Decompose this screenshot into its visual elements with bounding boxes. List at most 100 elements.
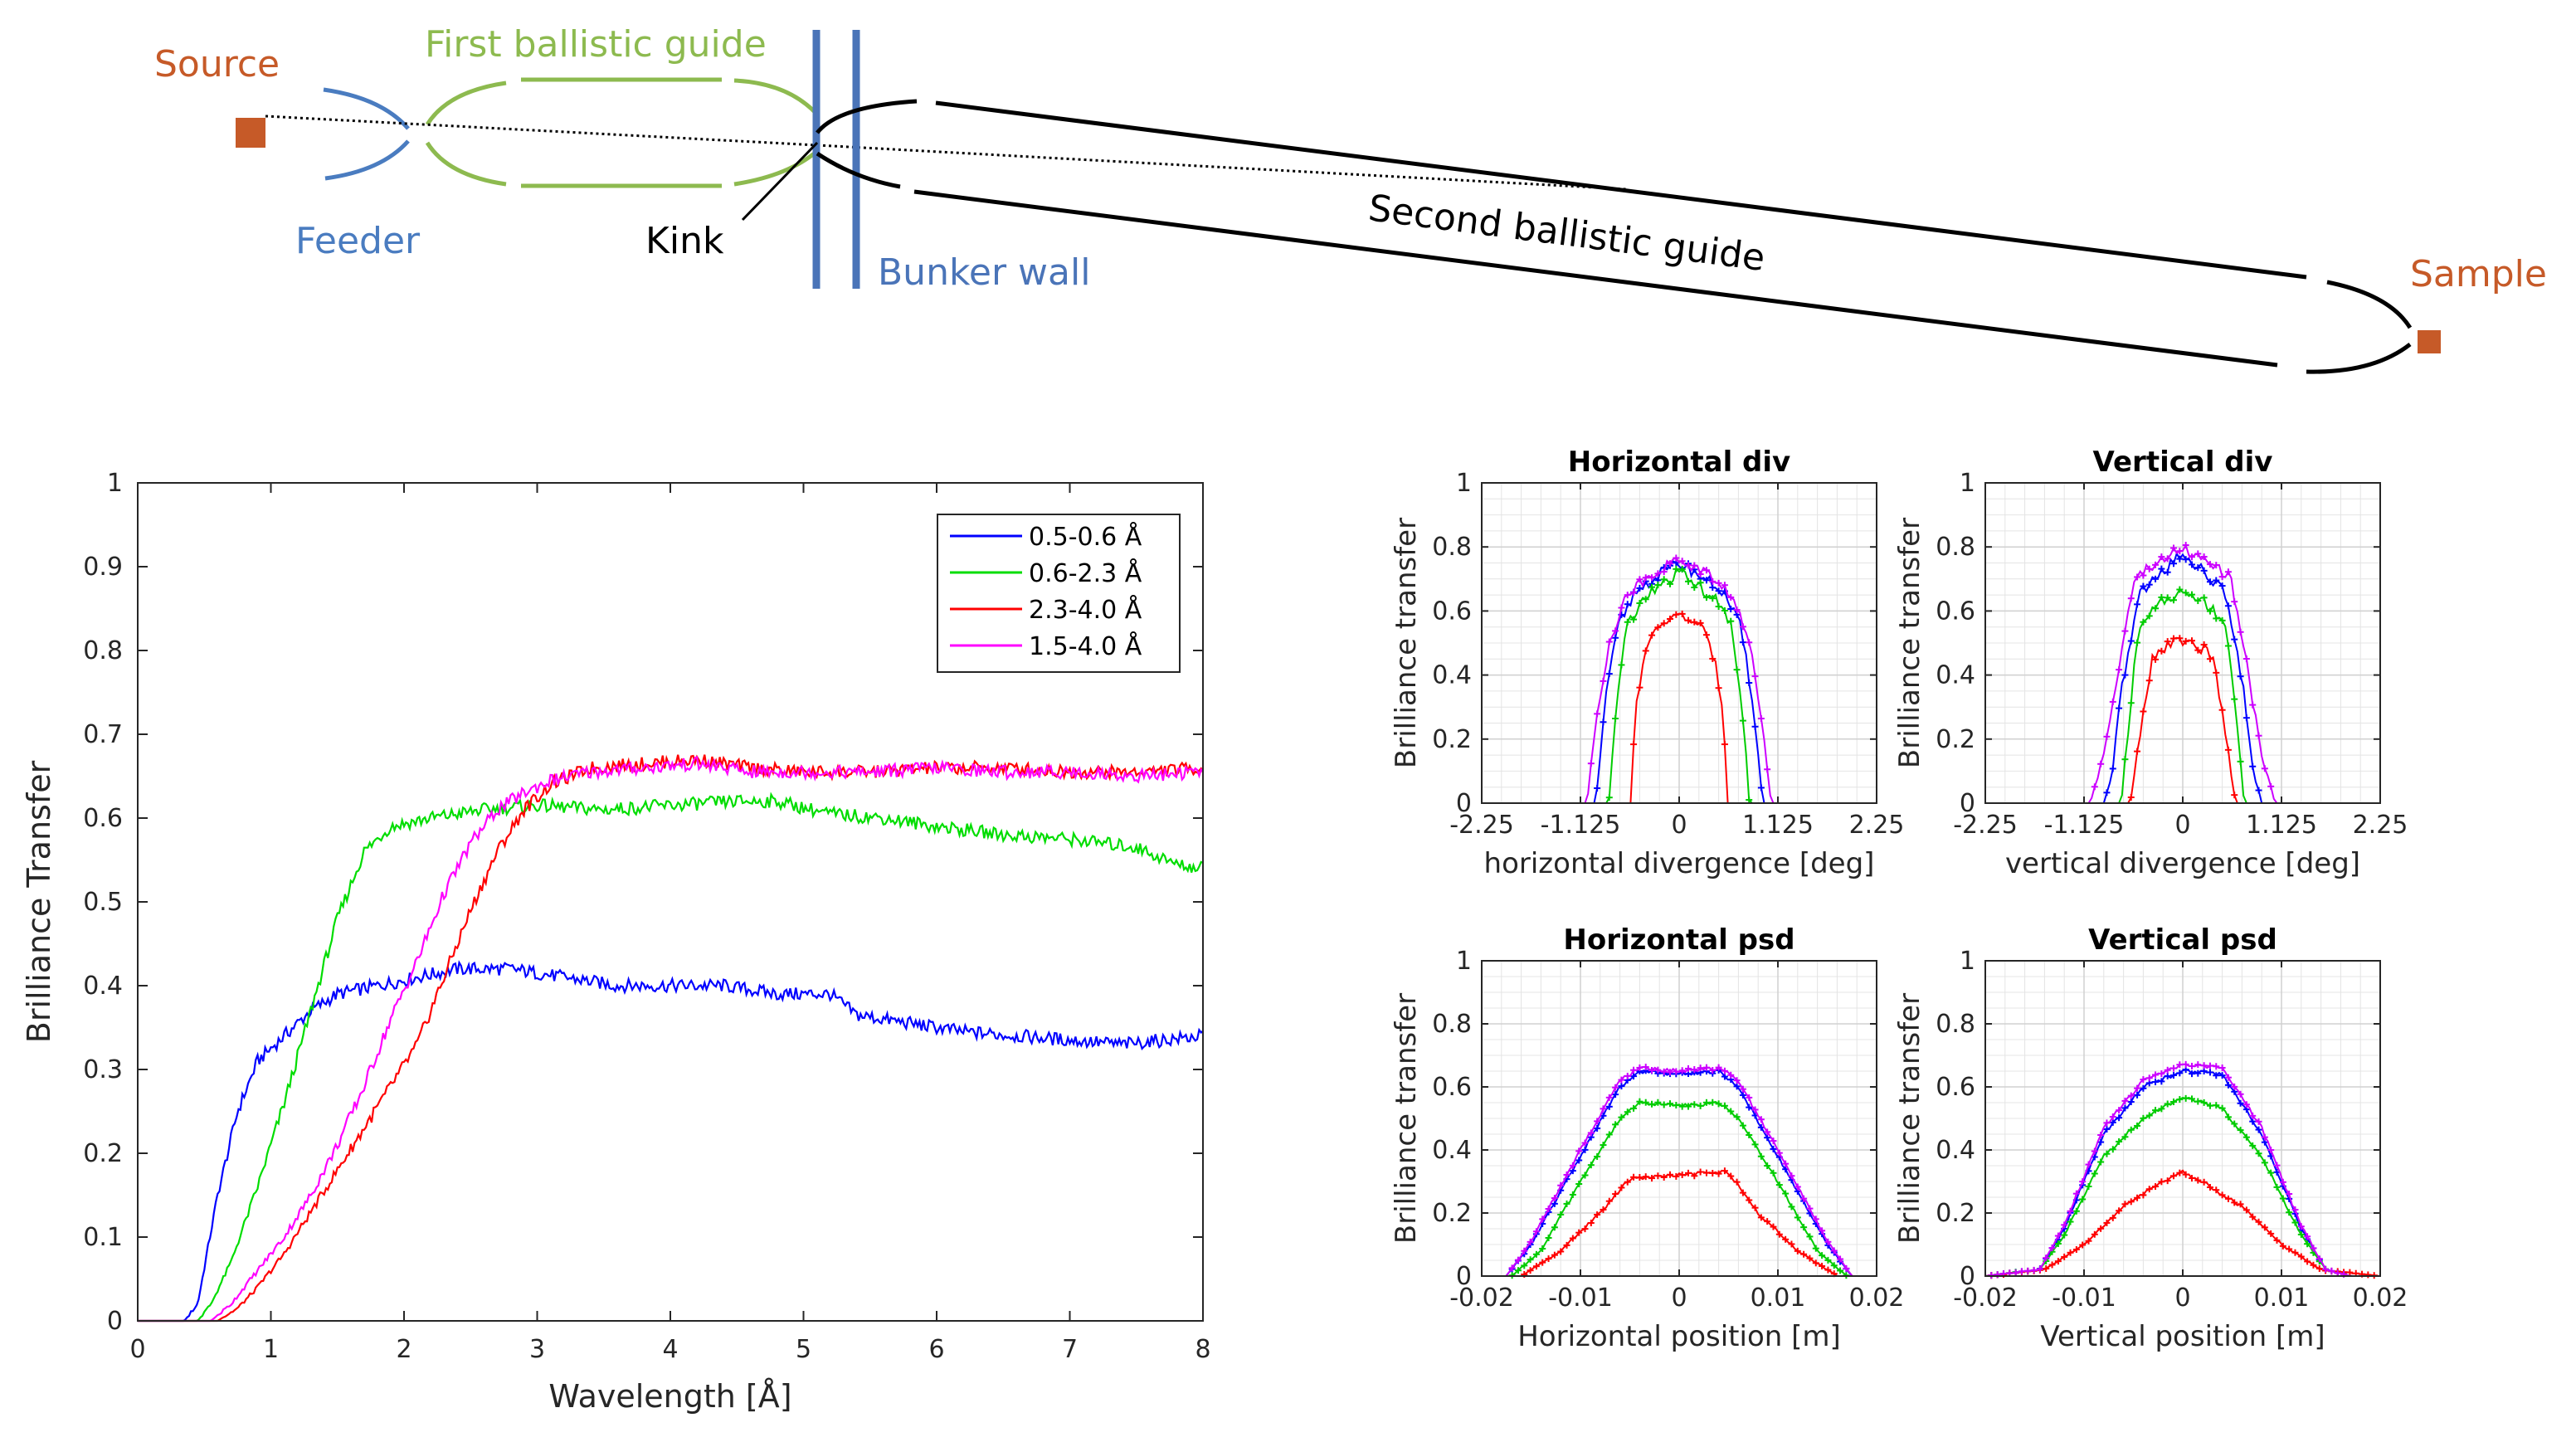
feeder-label: Feeder <box>295 220 421 262</box>
vertical-div-chart: Vertical div Brilliance transfer vertica… <box>1893 446 2408 880</box>
hdiv-xtick-label: -2.25 <box>1449 811 1514 840</box>
vpsd-xtick-label: 0.02 <box>2353 1284 2408 1313</box>
main-chart-legend: 0.5-0.6 Å 0.6-2.3 Å 2.3-4.0 Å 1.5-4.0 Å <box>937 514 1181 673</box>
hpsd-ytick-label: 0.6 <box>1432 1073 1472 1102</box>
line-of-sight <box>265 114 818 147</box>
main-series-0-6-2-3- <box>138 792 1204 1323</box>
hpsd-ytick-label: 0 <box>1456 1262 1472 1291</box>
vdiv-xtick-label: 2.25 <box>2353 811 2408 840</box>
sample-marker <box>2418 330 2441 353</box>
main-ytick-label: 0.8 <box>83 636 123 665</box>
horizontal-div-xlabel: horizontal divergence [deg] <box>1484 847 1875 880</box>
vdiv-xtick-label: 1.125 <box>2246 811 2317 840</box>
feeder-upper-arc <box>323 87 410 130</box>
vdiv-markers-0 <box>2103 555 2262 797</box>
vdiv-markers-1 <box>2121 586 2244 765</box>
vdiv-xtick-label: -2.25 <box>1953 811 2018 840</box>
hdiv-markers-1 <box>1605 565 1753 804</box>
vpsd-ytick-label: 1 <box>1960 947 1975 976</box>
vpsd-xtick-label: -0.01 <box>2052 1284 2116 1313</box>
main-chart-ylabel: Brilliance Transfer <box>21 760 57 1043</box>
second-guide-lower-right <box>2306 343 2412 374</box>
kink-label: Kink <box>645 220 724 262</box>
hdiv-xtick-label: -1.125 <box>1541 811 1621 840</box>
horizontal-div-title: Horizontal div <box>1568 446 1790 479</box>
vpsd-xtick-label: 0.01 <box>2254 1284 2310 1313</box>
main-chart-xlabel: Wavelength [Å] <box>548 1378 791 1415</box>
main-ytick-label: 0.4 <box>83 972 123 1001</box>
vdiv-ytick-label: 0.4 <box>1936 661 1975 690</box>
vdiv-ytick-label: 0 <box>1960 789 1975 818</box>
vertical-psd-xlabel: Vertical position [m] <box>2040 1320 2325 1353</box>
main-ytick-label: 0.6 <box>83 804 123 833</box>
first-guide-lower-right <box>733 149 819 187</box>
main-xtick-label: 0 <box>129 1335 145 1364</box>
hpsd-ytick-label: 1 <box>1456 947 1472 976</box>
hpsd-xtick-label: -0.02 <box>1449 1284 1514 1313</box>
main-series-1-5-4-0- <box>138 756 1204 1323</box>
main-ytick-label: 0.3 <box>83 1055 123 1084</box>
kink-pointer <box>741 141 819 222</box>
vertical-psd-ylabel: Brilliance transfer <box>1893 993 1926 1244</box>
hpsd-xtick-label: 0 <box>1671 1284 1687 1313</box>
vertical-div-ylabel: Brilliance transfer <box>1893 518 1926 768</box>
hpsd-markers-1 <box>1508 1098 1850 1279</box>
horizontal-psd-title: Horizontal psd <box>1563 923 1794 957</box>
first-guide-lower-left <box>425 141 507 187</box>
legend-label-3: 2.3-4.0 Å <box>1029 595 1142 625</box>
vdiv-xtick-label: 0 <box>2174 811 2190 840</box>
first-guide-upper-right <box>733 78 819 116</box>
vpsd-ytick-label: 0.8 <box>1936 1010 1975 1039</box>
vdiv-markers-3 <box>2091 542 2275 791</box>
main-series-0-5-0-6- <box>138 960 1204 1323</box>
vdiv-grid <box>1984 482 2381 804</box>
main-xtick-label: 2 <box>396 1335 411 1364</box>
vpsd-grid <box>1984 960 2381 1277</box>
main-xtick-label: 6 <box>928 1335 944 1364</box>
main-xtick-label: 4 <box>662 1335 678 1364</box>
vertical-div-title: Vertical div <box>2093 446 2273 479</box>
horizontal-psd-ylabel: Brilliance transfer <box>1390 993 1423 1244</box>
hpsd-ytick-label: 0.4 <box>1432 1136 1472 1165</box>
vpsd-markers-3 <box>1988 1060 2348 1279</box>
vpsd-ytick-label: 0.6 <box>1936 1073 1975 1102</box>
hdiv-xtick-label: 2.25 <box>1849 811 1905 840</box>
vpsd-ytick-label: 0.2 <box>1936 1199 1975 1228</box>
source-label: Source <box>154 43 280 85</box>
main-xtick-label: 7 <box>1062 1335 1078 1364</box>
vdiv-xtick-label: -1.125 <box>2044 811 2125 840</box>
vpsd-xtick-label: -0.02 <box>1953 1284 2018 1313</box>
horizontal-div-ylabel: Brilliance transfer <box>1390 518 1423 768</box>
feeder-lower-arc <box>324 139 410 181</box>
hpsd-markers-2 <box>1521 1167 1838 1278</box>
second-guide-lower-left <box>816 151 901 189</box>
guide-schematic: Source Feeder First ballistic guide Bunk… <box>154 23 2547 374</box>
horizontal-div-chart: Horizontal div Brilliance transfer horiz… <box>1390 446 1904 880</box>
hpsd-markers-3 <box>1508 1064 1850 1272</box>
first-guide-label: First ballistic guide <box>425 23 767 66</box>
hdiv-ytick-label: 0.6 <box>1432 597 1472 626</box>
hdiv-xtick-label: 1.125 <box>1742 811 1814 840</box>
legend-label-2: 0.6-2.3 Å <box>1029 558 1142 588</box>
first-guide-upper-left <box>425 80 507 126</box>
hpsd-xtick-label: -0.01 <box>1548 1284 1613 1313</box>
second-guide-upper-left <box>816 99 918 134</box>
vertical-psd-title: Vertical psd <box>2088 923 2277 957</box>
main-ytick-label: 0.1 <box>83 1223 123 1252</box>
hdiv-ytick-label: 0.2 <box>1432 725 1472 754</box>
main-ytick-label: 0.2 <box>83 1139 123 1168</box>
hdiv-ytick-label: 0.8 <box>1432 533 1472 562</box>
vpsd-ytick-label: 0.4 <box>1936 1136 1975 1165</box>
sample-label: Sample <box>2410 253 2547 295</box>
vdiv-ytick-label: 0.8 <box>1936 533 1975 562</box>
hpsd-ytick-label: 0.8 <box>1432 1010 1472 1039</box>
hdiv-markers-2 <box>1630 610 1728 748</box>
legend-label-1: 0.5-0.6 Å <box>1029 522 1142 552</box>
vdiv-ytick-label: 0.2 <box>1936 725 1975 754</box>
horizontal-psd-xlabel: Horizontal position [m] <box>1517 1320 1841 1353</box>
main-ytick-label: 0.9 <box>83 553 123 582</box>
vdiv-ytick-label: 1 <box>1960 469 1975 498</box>
vertical-psd-chart: Vertical psd Brilliance transfer Vertica… <box>1893 923 2408 1353</box>
main-xtick-label: 3 <box>529 1335 545 1364</box>
